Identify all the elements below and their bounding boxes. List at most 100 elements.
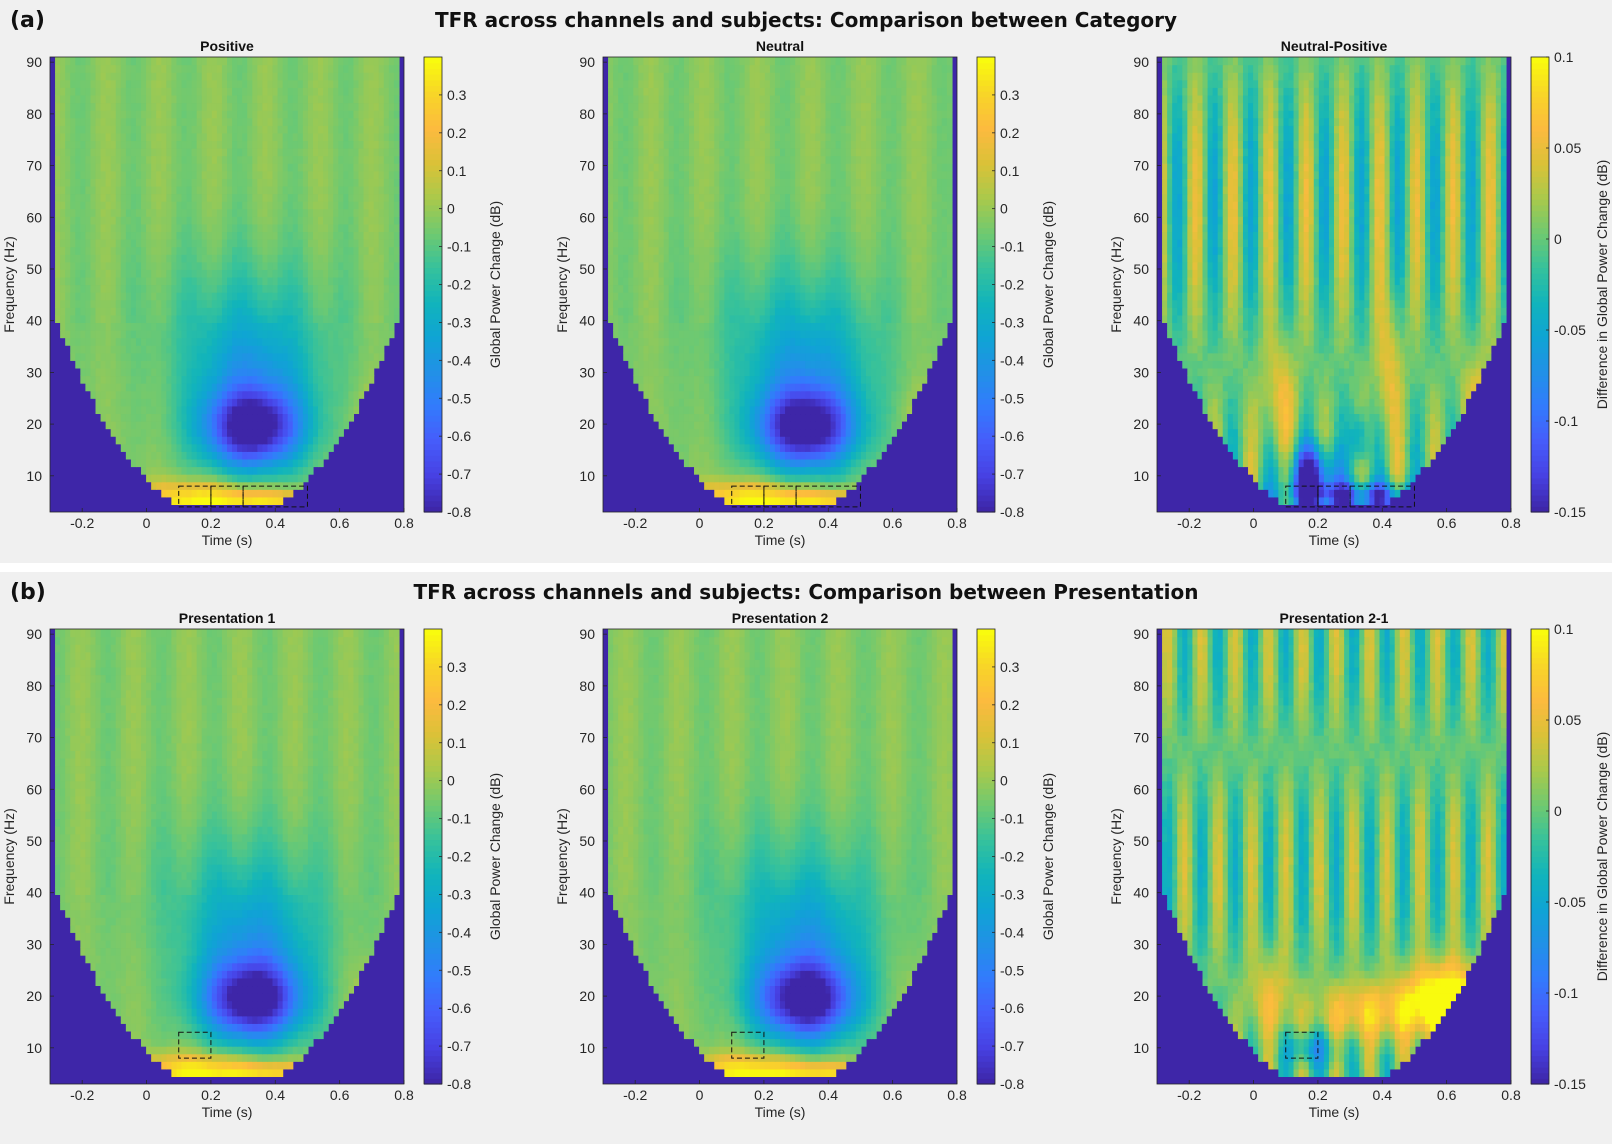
heatmap-cell xyxy=(196,390,203,399)
heatmap-cell xyxy=(70,269,76,278)
heatmap-cell xyxy=(714,330,720,339)
heatmap-cell xyxy=(368,87,375,96)
colorbar-segment xyxy=(424,324,442,331)
heatmap-cell xyxy=(805,443,811,452)
heatmap-cell xyxy=(901,398,908,407)
heatmap-cell xyxy=(282,239,289,248)
heatmap-cell xyxy=(257,132,263,142)
heatmap-cell xyxy=(815,451,822,460)
heatmap-cell xyxy=(383,125,390,134)
heatmap-cell xyxy=(151,292,157,301)
heatmap-cell xyxy=(237,72,243,81)
heatmap-cell xyxy=(668,383,675,392)
heatmap-cell xyxy=(835,360,842,369)
heatmap-cell xyxy=(85,239,92,248)
heatmap-cell xyxy=(125,254,132,263)
heatmap-cell xyxy=(307,193,314,202)
heatmap-cell xyxy=(85,261,92,270)
heatmap-cell xyxy=(323,201,329,210)
heatmap-cell xyxy=(388,223,395,233)
heatmap-cell xyxy=(724,413,731,422)
heatmap-cell xyxy=(358,72,365,81)
heatmap-cell xyxy=(232,140,238,149)
heatmap-cell xyxy=(156,223,162,233)
heatmap-cell xyxy=(171,428,178,437)
heatmap-cell xyxy=(815,474,822,483)
heatmap-cell xyxy=(75,299,81,308)
heatmap-cell xyxy=(709,337,715,346)
heatmap-cell xyxy=(886,421,892,430)
heatmap-cell xyxy=(186,466,193,475)
heatmap-cell xyxy=(865,436,872,445)
heatmap-cell xyxy=(247,94,253,104)
heatmap-cell xyxy=(302,94,309,104)
heatmap-cell xyxy=(343,398,349,407)
heatmap-cell xyxy=(302,64,309,73)
heatmap-cell xyxy=(166,87,172,96)
heatmap-cell xyxy=(307,398,314,407)
heatmap-cell xyxy=(865,458,872,468)
heatmap-cell xyxy=(272,299,279,308)
heatmap-cell xyxy=(709,428,715,437)
heatmap-cell xyxy=(181,254,188,263)
heatmap-cell xyxy=(156,383,162,392)
heatmap-cell xyxy=(196,148,203,157)
heatmap-cell xyxy=(135,428,142,437)
heatmap-cell xyxy=(333,231,339,240)
heatmap-cell xyxy=(252,163,258,172)
heatmap-cell xyxy=(754,307,761,316)
colorbar-segment xyxy=(424,500,442,507)
heatmap-cell xyxy=(277,307,284,316)
heatmap-cell xyxy=(388,79,395,88)
heatmap-cell xyxy=(135,352,142,361)
heatmap-cell xyxy=(830,496,837,506)
heatmap-cell xyxy=(328,223,334,233)
heatmap-cell xyxy=(221,474,228,483)
heatmap-cell xyxy=(115,352,122,361)
heatmap-cell xyxy=(759,443,766,452)
heatmap-cell xyxy=(176,223,183,233)
heatmap-cell xyxy=(328,185,334,195)
heatmap-cell xyxy=(277,284,284,293)
heatmap-cell xyxy=(393,163,400,172)
heatmap-cell xyxy=(734,383,741,392)
heatmap-cell xyxy=(65,201,71,210)
heatmap-cell xyxy=(297,451,304,460)
heatmap-cell xyxy=(272,72,279,81)
heatmap-cell xyxy=(272,155,279,164)
heatmap-cell xyxy=(186,375,193,384)
heatmap-cell xyxy=(871,436,877,445)
heatmap-cell xyxy=(125,451,132,460)
heatmap-cell xyxy=(734,307,741,316)
heatmap-cell xyxy=(333,201,339,210)
heatmap-cell xyxy=(171,330,178,339)
heatmap-cell xyxy=(764,390,771,399)
heatmap-cell xyxy=(896,405,902,415)
heatmap-cell xyxy=(60,64,66,73)
colorbar-segment xyxy=(424,182,442,189)
heatmap-cell xyxy=(368,178,375,187)
heatmap-cell xyxy=(95,299,102,308)
heatmap-cell xyxy=(242,178,248,187)
heatmap-cell xyxy=(70,170,76,179)
heatmap-cell xyxy=(176,458,183,468)
heatmap-cell xyxy=(242,337,248,346)
heatmap-cell xyxy=(60,246,66,255)
heatmap-cell xyxy=(393,314,400,324)
heatmap-cell xyxy=(835,466,842,475)
heatmap-cell xyxy=(85,330,92,339)
heatmap-cell xyxy=(196,193,203,202)
heatmap-cell xyxy=(135,185,142,195)
heatmap-cell xyxy=(353,292,360,301)
heatmap-cell xyxy=(105,292,112,301)
heatmap-cell xyxy=(860,322,867,331)
heatmap-cell xyxy=(820,496,827,506)
heatmap-cell xyxy=(383,155,390,164)
heatmap-cell xyxy=(287,299,294,308)
heatmap-cell xyxy=(785,360,791,369)
heatmap-cell xyxy=(90,79,97,88)
heatmap-cell xyxy=(774,451,781,460)
heatmap-cell xyxy=(287,64,294,73)
heatmap-cell xyxy=(277,413,284,422)
heatmap-cell xyxy=(267,79,274,88)
